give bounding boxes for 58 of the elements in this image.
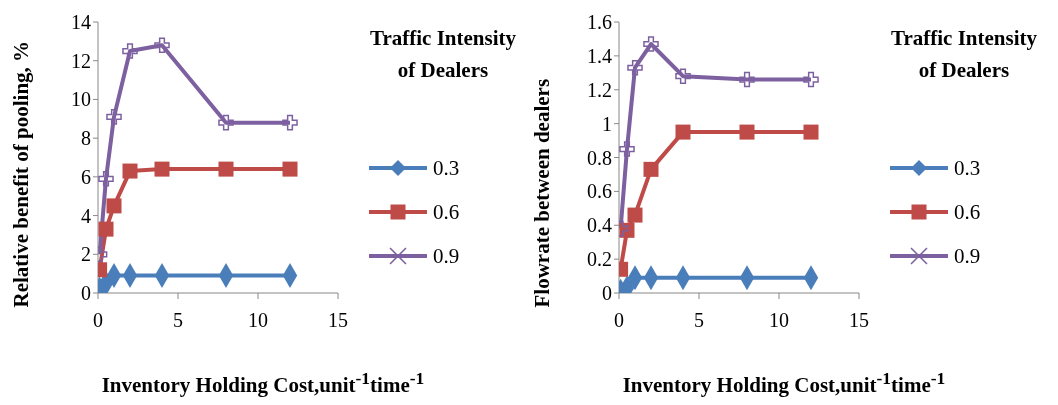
point — [106, 198, 122, 214]
y-tick-label: 8 — [81, 127, 91, 150]
y-axis-title: Flowrate between dealers — [530, 78, 555, 308]
legend-label: 0.3 — [433, 155, 460, 181]
point — [218, 114, 234, 131]
point — [619, 141, 635, 157]
point — [122, 163, 138, 179]
y-tick-label: 14 — [71, 11, 91, 33]
y-tick-label: 6 — [81, 165, 91, 188]
legend-label: 0.3 — [954, 155, 981, 181]
y-tick-label: 0.6 — [587, 180, 612, 203]
y-tick-label: 1.4 — [587, 44, 612, 67]
y-tick-label: 0.4 — [587, 214, 612, 237]
point — [739, 124, 755, 140]
legend-title: Traffic Intensity of Dealers — [369, 25, 517, 84]
y-tick-label: 0.2 — [587, 248, 612, 271]
x-tick-label: 5 — [694, 309, 704, 332]
y-tick-label: 1.6 — [587, 11, 612, 33]
point — [675, 68, 691, 84]
x-tick-label: 5 — [173, 309, 183, 332]
y-axis-title: Relative benefit of pooling, % — [9, 40, 34, 308]
x-tick-label: 10 — [248, 309, 268, 332]
legend-title: Traffic Intensity of Dealers — [890, 25, 1038, 84]
y-tick-label: 2 — [81, 243, 91, 266]
point — [627, 59, 643, 76]
legend-label: 0.6 — [954, 199, 981, 225]
point — [643, 161, 659, 177]
point — [154, 161, 170, 177]
point — [282, 161, 298, 177]
x-tick-label: 15 — [849, 309, 869, 332]
legend-label: 0.9 — [433, 243, 460, 269]
point — [98, 221, 114, 237]
y-tick-label: 12 — [71, 49, 91, 72]
point — [122, 43, 138, 59]
y-tick-label: 1 — [602, 112, 612, 135]
y-tick-label: 0.8 — [587, 146, 612, 169]
point — [675, 124, 691, 140]
y-tick-label: 4 — [81, 204, 91, 227]
point — [282, 114, 298, 131]
point — [803, 124, 819, 140]
point — [218, 161, 234, 177]
legend-label: 0.6 — [433, 199, 460, 225]
point — [106, 109, 122, 125]
point — [739, 71, 755, 88]
point — [627, 207, 643, 223]
point — [154, 37, 170, 54]
y-tick-label: 10 — [71, 88, 91, 111]
x-axis-title: Inventory Holding Cost,unit$^{-1}$time$^{-1}$ — [100, 368, 426, 398]
x-tick-label: 10 — [769, 309, 789, 332]
y-tick-label: 0 — [602, 282, 612, 304]
x-tick-label: 15 — [328, 309, 348, 332]
point — [803, 71, 819, 88]
legend-label: 0.9 — [954, 243, 981, 269]
point — [98, 171, 114, 187]
y-tick-label: 0 — [81, 282, 91, 304]
x-axis-title: Inventory Holding Cost,unit$^{-1}$time$^{-1}$ — [621, 368, 947, 398]
point — [643, 36, 659, 52]
y-tick-label: 1.2 — [587, 78, 612, 101]
